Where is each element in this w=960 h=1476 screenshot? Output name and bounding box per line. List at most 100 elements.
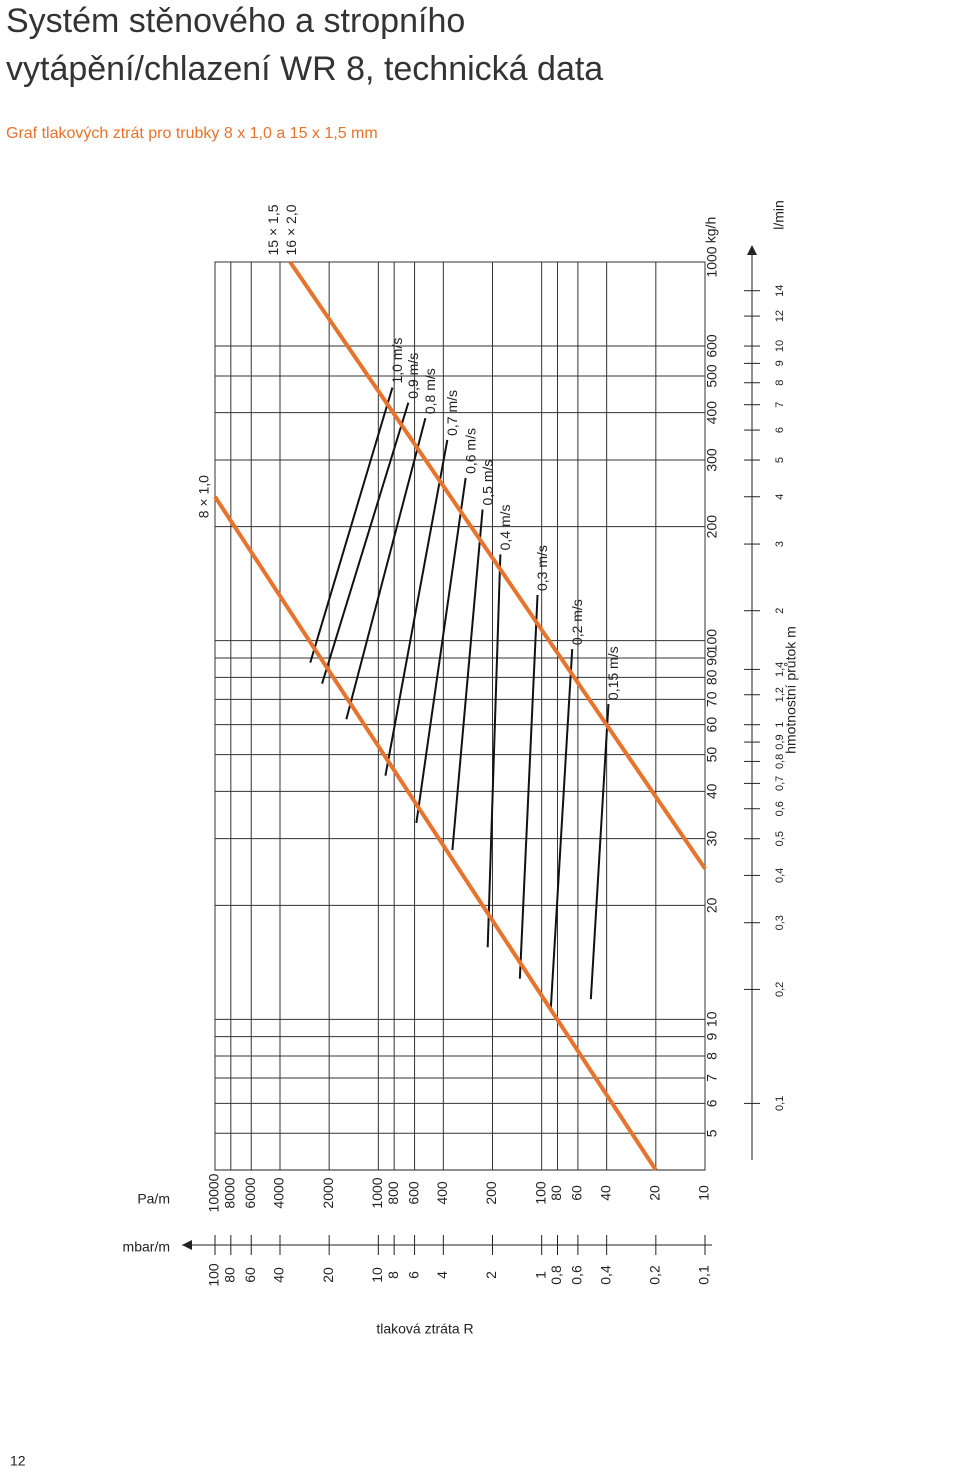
arrow (182, 1240, 192, 1250)
y-tick-label: 1000 (704, 246, 720, 277)
x2-tick-label: 80 (222, 1267, 238, 1283)
velocity-line (549, 649, 574, 1010)
y2-tick-label: 8 (774, 380, 786, 386)
y-tick-label: 6 (704, 1099, 720, 1107)
velocity-line (451, 509, 484, 851)
velocity-label: 0,5 m/s (479, 460, 495, 506)
velocity-line (309, 387, 394, 663)
y2-tick-label: 14 (774, 285, 786, 297)
x-tick-label: 80 (548, 1185, 564, 1201)
x-tick-label: 400 (434, 1181, 450, 1205)
x2-tick-label: 6 (405, 1271, 421, 1279)
y-title: hmotnostní průtok m (783, 626, 799, 754)
y2-tick-label: 1,2 (774, 687, 786, 702)
velocity-line (486, 554, 502, 948)
subtitle: Graf tlakových ztrát pro trubky 8 x 1,0 … (6, 125, 378, 142)
y2-tick-label: 6 (774, 427, 786, 433)
y2-tick-label: 1 (774, 722, 786, 728)
velocity-label: 0,3 m/s (534, 545, 550, 591)
y-tick-label: 40 (704, 783, 720, 799)
y2-tick-label: 7 (774, 402, 786, 408)
x2-tick-label: 60 (242, 1267, 258, 1283)
x2-tick-label: 0,6 (569, 1265, 585, 1285)
x-tick-label: 2000 (320, 1177, 336, 1208)
x2-tick-label: 0,2 (647, 1265, 663, 1285)
x-tick-label: 20 (647, 1185, 663, 1201)
y-tick-label: 500 (704, 364, 720, 388)
x2-label: mbar/m (123, 1239, 170, 1255)
series-label: 8 × 1,0 (196, 475, 212, 518)
x-tick-label: 10000 (206, 1173, 222, 1212)
x-tick-label: 200 (483, 1181, 499, 1205)
x2-tick-label: 4 (434, 1271, 450, 1279)
velocity-line (518, 594, 539, 979)
y-tick-label: 50 (704, 747, 720, 763)
y2-tick-label: 12 (774, 310, 786, 322)
velocity-label: 0,9 m/s (405, 353, 421, 399)
y-tick-label: 60 (704, 717, 720, 733)
y2-tick-label: 10 (774, 340, 786, 352)
series-label: 16 × 2,0 (283, 204, 299, 255)
y-tick-label: 600 (704, 334, 720, 358)
velocity-label: 0,4 m/s (497, 504, 513, 550)
x-tick-label: 4000 (271, 1177, 287, 1208)
x2-tick-label: 100 (206, 1263, 222, 1287)
pipe-line (213, 495, 658, 1172)
y-tick-label: 80 (704, 669, 720, 685)
y2-tick-label: 4 (774, 494, 786, 500)
y-tick-label: 70 (704, 691, 720, 707)
y-tick-label: 20 (704, 897, 720, 913)
velocity-line (384, 439, 449, 776)
velocity-label: 1,0 m/s (389, 338, 405, 384)
y-tick-label: 5 (704, 1129, 720, 1137)
x-tick-label: 10 (696, 1185, 712, 1201)
x2-tick-label: 0,1 (696, 1265, 712, 1285)
y-tick-label: 8 (704, 1052, 720, 1060)
y-label: kg/h (703, 217, 719, 243)
x2-tick-label: 2 (483, 1271, 499, 1279)
y2-tick-label: 0,8 (774, 754, 786, 769)
arrow (747, 245, 757, 255)
velocity-line (345, 417, 427, 720)
pipe-line (288, 260, 707, 870)
y2-tick-label: 0,5 (774, 831, 786, 846)
x2-tick-label: 1 (532, 1271, 548, 1279)
velocity-line (415, 477, 467, 824)
x-tick-label: 6000 (242, 1177, 258, 1208)
x-tick-label: 60 (569, 1185, 585, 1201)
y-tick-label: 10 (704, 1011, 720, 1027)
y2-tick-label: 1,4 (774, 662, 786, 677)
x-title: tlaková ztráta R (376, 1321, 473, 1337)
y2-tick-label: 3 (774, 541, 786, 547)
y2-tick-label: 5 (774, 457, 786, 463)
y-tick-label: 400 (704, 401, 720, 425)
velocity-label: 0,2 m/s (569, 599, 585, 645)
y2-label: l/min (771, 200, 787, 230)
y-tick-label: 30 (704, 831, 720, 847)
velocity-label: 0,8 m/s (422, 368, 438, 414)
x2-tick-label: 8 (385, 1271, 401, 1279)
x2-tick-label: 10 (369, 1267, 385, 1283)
y2-tick-label: 0,9 (774, 734, 786, 749)
x2-tick-label: 40 (271, 1267, 287, 1283)
velocity-label: 0,7 m/s (444, 390, 460, 436)
y2-tick-label: 0,7 (774, 776, 786, 791)
title-line: Systém stěnového a stropního (6, 2, 465, 40)
page-number: 12 (10, 1453, 26, 1469)
velocity-label: 0,15 m/s (605, 646, 621, 700)
y-tick-label: 7 (704, 1074, 720, 1082)
series-label: 15 × 1,5 (265, 204, 281, 255)
velocity-label: 0,6 m/s (462, 428, 478, 474)
x-tick-label: 100 (532, 1181, 548, 1205)
x-tick-label: 40 (597, 1185, 613, 1201)
x-tick-label: 800 (385, 1181, 401, 1205)
x-label: Pa/m (137, 1191, 170, 1207)
y-tick-label: 300 (704, 448, 720, 472)
y-tick-label: 100 (704, 629, 720, 653)
y2-tick-label: 9 (774, 360, 786, 366)
x2-tick-label: 20 (320, 1267, 336, 1283)
x-tick-label: 1000 (369, 1177, 385, 1208)
x2-tick-label: 0,8 (548, 1265, 564, 1285)
